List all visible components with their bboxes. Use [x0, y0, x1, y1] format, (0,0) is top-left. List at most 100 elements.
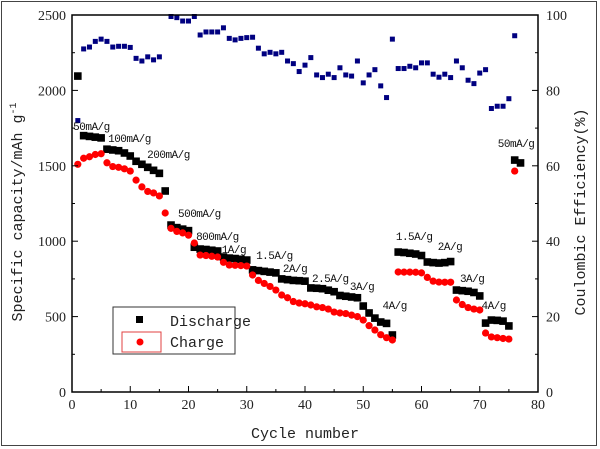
charge-point — [464, 303, 472, 312]
coulombic-efficiency-point — [453, 58, 459, 64]
y-tick-label: 1000 — [38, 235, 66, 250]
charge-point — [289, 297, 297, 306]
charge-point — [307, 301, 315, 309]
charge-point — [499, 334, 507, 343]
charge-point — [149, 189, 158, 197]
discharge-point — [487, 316, 496, 324]
charge-point — [80, 154, 88, 162]
charge-point — [184, 231, 193, 239]
coulombic-efficiency-point — [354, 58, 360, 64]
discharge-point — [330, 287, 338, 296]
coulombic-efficiency-point — [372, 67, 378, 73]
discharge-point — [417, 251, 426, 260]
x-tick-label: 10 — [123, 398, 137, 413]
charge-point — [330, 308, 338, 316]
charge-point — [103, 159, 111, 167]
discharge-point — [85, 132, 94, 141]
discharge-point — [376, 318, 385, 326]
charge-point — [487, 333, 495, 341]
charge-point — [272, 286, 280, 294]
discharge-point — [283, 275, 292, 284]
coulombic-efficiency-point — [104, 38, 110, 44]
x-tick-label: 20 — [182, 398, 196, 413]
coulombic-efficiency-point — [424, 60, 430, 66]
charge-point — [254, 276, 262, 285]
discharge-point — [114, 146, 123, 155]
charge-point — [470, 305, 478, 313]
charge-point — [493, 334, 501, 342]
coulombic-efficiency-point — [378, 83, 384, 89]
discharge-point — [178, 225, 187, 233]
legend-label-discharge: Discharge — [170, 314, 251, 331]
discharge-point — [190, 243, 199, 252]
charge-point — [353, 313, 362, 321]
discharge-point — [312, 284, 321, 293]
discharge-point — [307, 284, 315, 292]
discharge-point — [237, 255, 245, 264]
charge-point — [452, 296, 461, 304]
coulombic-efficiency-point — [506, 96, 512, 102]
coulombic-efficiency-point — [151, 57, 157, 63]
charge-point — [167, 224, 175, 232]
discharge-point — [266, 268, 274, 276]
coulombic-efficiency-point — [430, 71, 436, 77]
coulombic-efficiency-point — [250, 34, 256, 40]
charge-point — [138, 183, 146, 191]
y-axis-label: Specific capacity/mAh g-1 — [9, 102, 27, 321]
charge-point — [435, 278, 443, 286]
charge-point — [359, 316, 367, 324]
rate-annotation: 200mA/g — [147, 150, 190, 162]
x-axis-label: Cycle number — [251, 426, 359, 443]
discharge-point — [475, 292, 484, 300]
discharge-point — [347, 293, 356, 301]
charge-point — [301, 300, 309, 308]
discharge-point — [138, 160, 146, 169]
coulombic-efficiency-point — [244, 35, 250, 41]
coulombic-efficiency-point — [290, 61, 296, 67]
legend: Discharge Charge — [112, 306, 251, 355]
x-tick-label: 70 — [473, 398, 487, 413]
rate-annotation: 800mA/g — [196, 232, 239, 244]
discharge-point — [132, 157, 140, 166]
coulombic-efficiency-point — [191, 14, 197, 20]
coulombic-efficiency-point — [186, 18, 191, 24]
discharge-point — [272, 269, 280, 277]
charge-point — [417, 269, 426, 277]
rate-annotation: 4A/g — [481, 301, 505, 313]
coulombic-efficiency-point — [488, 105, 494, 111]
charge-point — [74, 160, 82, 168]
charge-point — [447, 278, 455, 286]
coulombic-efficiency-point — [98, 36, 104, 42]
discharge-point — [79, 131, 88, 140]
legend-box — [112, 306, 236, 355]
coulombic-efficiency-point — [360, 80, 366, 86]
rate-annotation: 2A/g — [283, 264, 307, 276]
x-tick-label: 30 — [240, 398, 254, 413]
rate-annotation: 3A/g — [460, 274, 484, 286]
discharge-point — [406, 249, 414, 258]
coulombic-efficiency-point — [121, 43, 127, 49]
x-tick-label: 50 — [356, 398, 370, 413]
coulombic-efficiency-point — [226, 35, 232, 41]
coulombic-efficiency-point — [494, 103, 500, 109]
charge-point — [429, 277, 437, 285]
discharge-point — [429, 258, 437, 267]
charge-point — [481, 329, 490, 337]
coulombic-efficiency-point — [442, 71, 448, 77]
discharge-point — [371, 314, 379, 322]
charge-point — [394, 268, 402, 276]
discharge-point — [516, 159, 525, 167]
x-tick-label: 60 — [415, 398, 429, 413]
discharge-point — [208, 246, 216, 255]
coulombic-efficiency-point — [145, 54, 151, 60]
coulombic-efficiency-point — [279, 49, 285, 55]
coulombic-efficiency-point — [273, 51, 279, 57]
charge-point — [295, 299, 303, 307]
charge-point — [441, 278, 449, 286]
coulombic-efficiency-point — [448, 75, 454, 81]
rate-annotation: 1.5A/g — [256, 251, 293, 263]
coulombic-efficiency-point — [116, 43, 122, 49]
charge-point — [371, 326, 379, 334]
charge-point — [458, 300, 466, 309]
legend-charge-highlight — [121, 331, 162, 353]
